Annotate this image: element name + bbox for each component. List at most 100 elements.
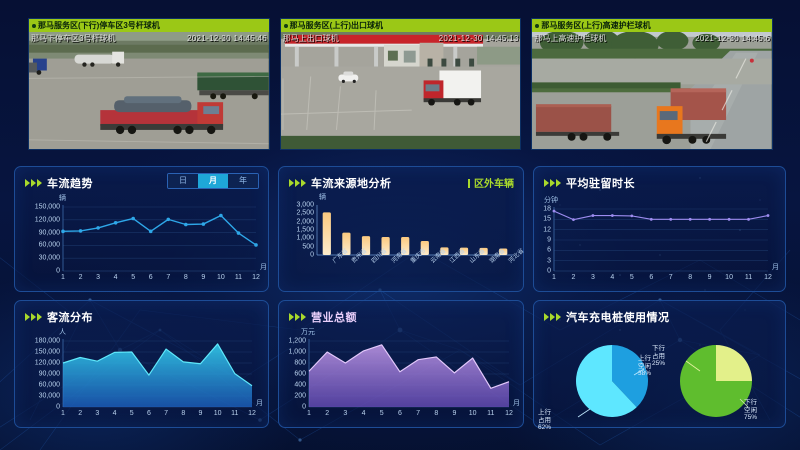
x-axis-tick: 4 (361, 410, 366, 417)
tab-day[interactable]: 日 (168, 174, 198, 188)
y-axis-tick: 18 (543, 205, 551, 213)
x-axis-tick: 3 (590, 274, 595, 281)
camera-title-text: 那马服务区(下行)停车区3号杆球机 (38, 21, 160, 30)
y-axis-tick: 0 (302, 403, 306, 411)
panel-title-text: 车流来源地分析 (311, 178, 392, 190)
panel-origin-analysis: 车流来源地分析 区外车辆 辆 0 500 1,000 1,500 2,000 2,500 3… (278, 166, 526, 292)
x-axis-tick: 5 (379, 410, 384, 417)
osd-name: 那马下停车区3号杆球机 (31, 34, 116, 43)
y-axis-tick: 2,500 (296, 209, 314, 217)
x-axis-tick: 2 (571, 274, 576, 281)
camera-feed-1[interactable]: 那马服务区(下行)停车区3号杆球机 那马下停车区3号杆球机 2021-12-30… (28, 18, 270, 150)
x-axis-tick: 10 (468, 410, 477, 417)
x-axis-tick: 7 (668, 274, 673, 281)
x-axis-tick: 1 (552, 274, 556, 281)
y-axis-tick: 15 (543, 215, 551, 223)
pie-slice-label: 上行 空闲 38% (638, 355, 652, 377)
y-axis-tick: 600 (294, 370, 306, 378)
y-axis-tick: 150,000 (34, 203, 60, 211)
x-axis-tick: 7 (166, 274, 171, 281)
chart-traffic-trend: 0 30,000 60,000 90,000 120,000 150,000 1 2 3 4 5 6 7… (23, 201, 267, 285)
x-axis-tick: 10 (213, 410, 222, 417)
y-axis-tick: 1,000 (296, 234, 314, 242)
status-badge-outside-vehicles: 区外车辆 (468, 175, 514, 190)
x-axis-tick: 2 (325, 410, 330, 417)
y-axis-tick: 60,000 (38, 381, 60, 389)
panel-traffic-trend: 车流趋势 日 月 年 辆 0 30,000 60,000 90,000 120,000 1… (14, 166, 269, 292)
tab-year[interactable]: 年 (228, 174, 258, 188)
y-axis-tick: 6 (547, 246, 551, 254)
triple-arrow-icon (544, 313, 561, 321)
camera-title-1: 那马服务区(下行)停车区3号杆球机 (29, 19, 269, 32)
x-axis-tick: 7 (416, 410, 421, 417)
osd-name: 那马上高速护栏球机 (534, 34, 607, 43)
x-axis-tick: 4 (113, 274, 118, 281)
x-axis-tick: 8 (434, 410, 439, 417)
panel-revenue: 营业总额 万元 0 200 400 600 800 1,000 1,200 1 2 3 4 5 6 7 8 9… (278, 300, 524, 428)
panel-title-text: 客流分布 (47, 312, 93, 324)
y-axis-tick: 120,000 (34, 216, 60, 224)
panel-passenger-flow: 客流分布 人 0 30,000 60,000 90,000 120,000 150,000… (14, 300, 269, 428)
x-axis-tick: 1 (61, 410, 65, 417)
panel-title-text: 汽车充电桩使用情况 (566, 312, 670, 324)
x-axis-tick: 6 (649, 274, 654, 281)
panel-title-charging-piles: 汽车充电桩使用情况 (544, 309, 670, 325)
x-axis-tick: 1 (307, 410, 311, 417)
x-axis-tick: 9 (707, 274, 712, 281)
y-axis-tick: 0 (310, 251, 314, 259)
y-axis-tick: 90,000 (38, 370, 60, 378)
y-axis-tick: 30,000 (38, 254, 60, 262)
y-axis-tick: 1,500 (296, 226, 314, 234)
tab-month[interactable]: 月 (198, 174, 228, 188)
record-dot-icon (283, 23, 288, 28)
osd-timestamp: 2021-12-30 14:45:13 (438, 34, 519, 43)
x-axis-tick: 2 (78, 410, 83, 417)
x-axis-tick: 11 (744, 274, 753, 281)
panel-charging-piles: 汽车充电桩使用情况 上行 占用 62% 上行 空闲 38% 下行 占用 25% 下行 空闲 75% (533, 300, 786, 431)
chart-svg (576, 345, 752, 418)
y-axis-unit: 分钟 (544, 197, 558, 204)
camera-feed-2[interactable]: 那马服务区(上行)出口球机 那马上出口球机 2021-12-30 14:45:1… (279, 18, 522, 150)
y-axis-tick: 60,000 (38, 241, 60, 249)
x-axis-tick: 12 (252, 274, 260, 281)
x-axis-tick: 10 (217, 274, 225, 281)
camera-feed-3[interactable]: 那马服务区(上行)高速护栏球机 那马上高速护栏球机 2021-12-30 14:… (531, 18, 774, 150)
camera-osd-2: 那马上出口球机 2021-12-30 14:45:13 (283, 33, 521, 44)
y-axis-tick: 500 (302, 243, 314, 251)
x-axis-tick: 8 (183, 274, 188, 281)
x-axis-unit: 月 (260, 264, 267, 271)
panel-title-passenger-flow: 客流分布 (25, 309, 93, 325)
tab-group-period[interactable]: 日 月 年 (167, 173, 259, 189)
pie-slice-label: 下行 占用 25% (652, 345, 666, 367)
panel-title-dwell-time: 平均驻留时长 (544, 175, 635, 191)
panel-title-text: 平均驻留时长 (566, 178, 635, 190)
x-axis-tick: 3 (343, 410, 348, 417)
x-axis-tick: 2 (78, 274, 83, 281)
record-dot-icon (32, 23, 36, 28)
x-axis-tick: 6 (146, 410, 151, 417)
x-axis-tick: 8 (181, 410, 186, 417)
x-axis-unit: 月 (256, 400, 263, 407)
panel-title-text: 营业总额 (311, 312, 357, 324)
camera-scene-2 (280, 19, 521, 149)
x-axis-tick: 12 (248, 410, 256, 417)
camera-scene-1 (29, 19, 269, 149)
y-axis-tick: 30,000 (38, 392, 60, 400)
y-axis-tick: 120,000 (34, 359, 60, 367)
y-axis-tick: 800 (294, 359, 306, 367)
camera-title-text: 那马服务区(上行)高速护栏球机 (541, 21, 651, 30)
osd-timestamp: 2021-12-30 14:45:46 (187, 34, 267, 43)
chart-svg (316, 205, 513, 256)
x-axis-tick: 7 (164, 410, 169, 417)
y-axis-tick: 3,000 (296, 201, 314, 209)
x-axis-tick: 6 (148, 274, 153, 281)
badge-text: 区外车辆 (474, 179, 514, 190)
x-axis-unit: 月 (513, 400, 520, 407)
x-axis-tick: 4 (112, 410, 117, 417)
x-axis-tick: 5 (629, 274, 634, 281)
triple-arrow-icon (25, 179, 42, 187)
camera-osd-1: 那马下停车区3号杆球机 2021-12-30 14:45:46 (31, 33, 269, 44)
panel-title-traffic-trend: 车流趋势 (25, 175, 93, 191)
osd-name: 那马上出口球机 (282, 34, 339, 43)
triple-arrow-icon (289, 313, 306, 321)
